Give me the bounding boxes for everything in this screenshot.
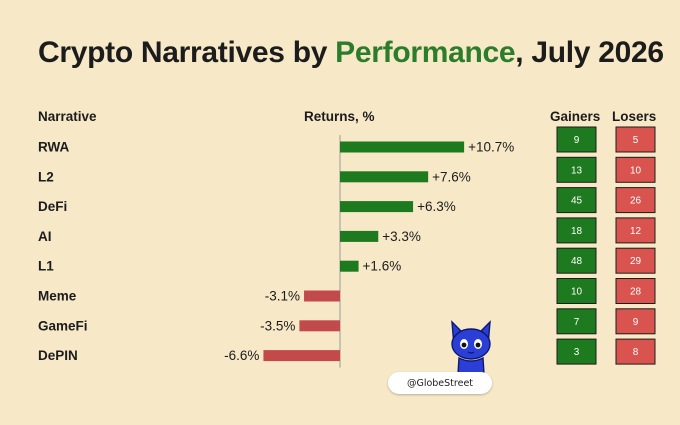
category-label: DePIN: [38, 348, 78, 363]
gainers-header: Gainers: [550, 109, 601, 124]
loser-count: 28: [630, 287, 642, 298]
category-label: AI: [38, 229, 52, 244]
loser-count: 29: [630, 256, 642, 267]
loser-count: 12: [630, 226, 642, 237]
bar-depin: [263, 350, 340, 362]
gainer-count: 18: [571, 226, 583, 237]
loser-count-box: [615, 278, 656, 304]
bar-gamefi: [299, 320, 340, 332]
gainer-count-box: [556, 308, 597, 335]
gainer-count-box: [556, 126, 597, 153]
title-prefix: Crypto Narratives by: [38, 36, 336, 69]
value-label: -6.6%: [224, 348, 259, 363]
bar-defi: [340, 201, 414, 213]
gainer-count: 13: [571, 165, 583, 176]
category-label: GameFi: [38, 318, 88, 333]
value-label: -3.1%: [265, 289, 300, 304]
title-suffix: , July 2026: [515, 36, 664, 69]
category-label: L2: [38, 169, 54, 184]
value-label: +1.6%: [363, 259, 402, 274]
bar-ai: [340, 230, 379, 242]
value-label: +3.3%: [382, 229, 421, 244]
watermark-text: @GlobeStreet: [406, 377, 474, 389]
loser-count: 9: [633, 317, 639, 328]
gainer-count: 9: [574, 135, 580, 146]
category-label: DeFi: [38, 199, 67, 214]
loser-count: 5: [633, 135, 639, 146]
value-label: +6.3%: [417, 199, 456, 214]
value-label: +7.6%: [432, 169, 471, 184]
gainer-count: 10: [571, 287, 583, 298]
losers-header: Losers: [612, 109, 657, 124]
gainer-count: 48: [571, 256, 583, 267]
chart-title: Crypto Narratives by Performance, July 2…: [38, 36, 664, 70]
loser-count-box: [615, 156, 656, 183]
gainer-count-box: [556, 187, 597, 214]
bar-rwa: [340, 141, 465, 153]
gainer-count: 3: [574, 347, 580, 358]
loser-count-box: [615, 247, 656, 274]
loser-count-box: [615, 217, 656, 244]
loser-count: 26: [630, 196, 642, 207]
loser-count: 8: [633, 347, 639, 358]
loser-count-box: [615, 187, 656, 214]
gainer-count-box: [556, 247, 597, 274]
gainer-count-box: [556, 278, 597, 304]
watermark-badge: @GlobeStreet: [388, 372, 492, 394]
loser-count-box: [615, 308, 656, 335]
gainer-count: 45: [571, 196, 583, 207]
category-label: Meme: [38, 289, 77, 304]
category-label: L1: [38, 259, 54, 274]
gainer-count-box: [556, 156, 597, 183]
title-highlight: Performance: [335, 36, 516, 69]
loser-count-box: [615, 126, 656, 153]
loser-count-box: [615, 338, 656, 365]
narrative-header: Narrative: [38, 109, 97, 124]
returns-header: Returns, %: [304, 109, 375, 124]
bar-meme: [304, 290, 340, 302]
bar-l2: [340, 171, 429, 183]
blue-cat-mascot-icon: [451, 320, 491, 380]
gainer-count: 7: [574, 317, 580, 328]
gainer-count-box: [556, 217, 597, 244]
bar-l1: [340, 260, 359, 272]
value-label: -3.5%: [260, 318, 295, 333]
loser-count: 10: [630, 165, 642, 176]
value-label: +10.7%: [468, 140, 514, 155]
gainer-count-box: [556, 338, 597, 365]
category-label: RWA: [38, 140, 70, 155]
